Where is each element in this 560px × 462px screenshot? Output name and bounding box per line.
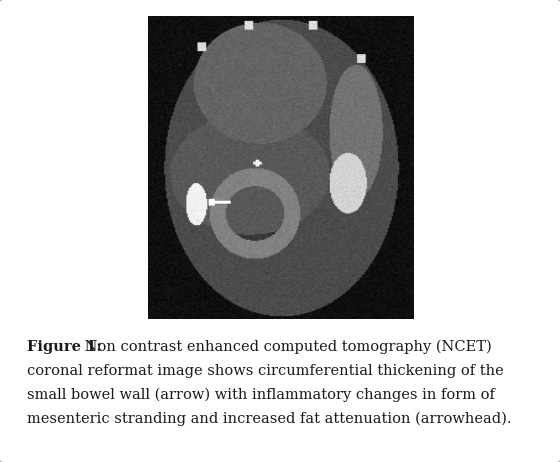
- Text: Non contrast enhanced computed tomography (NCET): Non contrast enhanced computed tomograph…: [80, 340, 492, 354]
- Text: mesenteric stranding and increased fat attenuation (arrowhead).: mesenteric stranding and increased fat a…: [27, 412, 511, 426]
- Text: coronal reformat image shows circumferential thickening of the: coronal reformat image shows circumferen…: [27, 364, 503, 377]
- Text: small bowel wall (arrow) with inflammatory changes in form of: small bowel wall (arrow) with inflammato…: [27, 388, 494, 402]
- Text: Figure 1:: Figure 1:: [27, 340, 102, 353]
